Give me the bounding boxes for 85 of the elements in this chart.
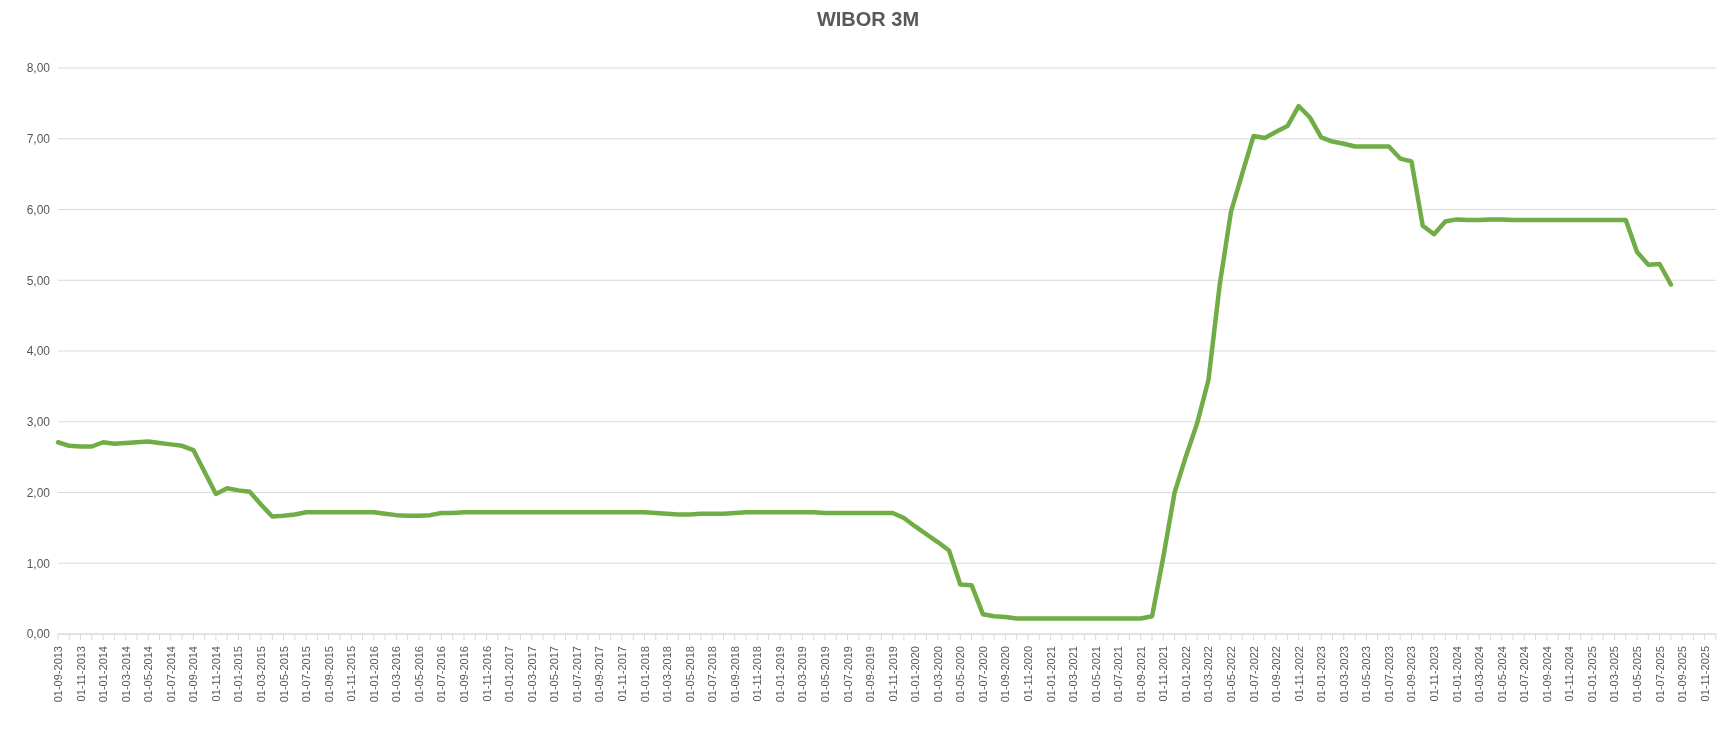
x-tick-label: 01-09-2014 bbox=[187, 646, 200, 703]
x-tick-label: 01-07-2020 bbox=[976, 646, 989, 703]
x-tick-label: 01-09-2020 bbox=[999, 646, 1012, 703]
x-tick-label: 01-05-2024 bbox=[1495, 646, 1508, 703]
x-tick-label: 01-07-2022 bbox=[1247, 646, 1260, 703]
y-tick-label: 0,00 bbox=[26, 627, 51, 642]
x-tick-label: 01-07-2025 bbox=[1653, 646, 1666, 703]
x-tick-label: 01-11-2013 bbox=[74, 646, 87, 702]
x-tick-label: 01-03-2020 bbox=[931, 646, 944, 703]
x-tick-label: 01-01-2021 bbox=[1044, 646, 1057, 703]
x-tick-label: 01-01-2014 bbox=[97, 646, 110, 703]
x-tick-label: 01-11-2014 bbox=[209, 646, 222, 702]
x-tick-label: 01-05-2017 bbox=[548, 646, 561, 703]
x-tick-label: 01-11-2015 bbox=[345, 646, 358, 702]
x-tick-label: 01-11-2019 bbox=[886, 646, 899, 702]
x-tick-label: 01-11-2024 bbox=[1563, 646, 1576, 702]
x-tick-label: 01-05-2025 bbox=[1631, 646, 1644, 703]
x-tick-label: 01-03-2014 bbox=[119, 646, 132, 703]
x-tick-label: 01-01-2019 bbox=[773, 646, 786, 703]
x-tick-label: 01-07-2023 bbox=[1382, 646, 1395, 703]
x-tick-label: 01-07-2015 bbox=[300, 646, 313, 703]
x-tick-label: 01-09-2017 bbox=[593, 646, 606, 703]
x-tick-label: 01-03-2015 bbox=[255, 646, 268, 703]
x-tick-label: 01-03-2018 bbox=[661, 646, 674, 703]
y-tick-label: 8,00 bbox=[26, 61, 51, 76]
x-tick-label: 01-11-2025 bbox=[1698, 646, 1711, 702]
x-tick-label: 01-07-2024 bbox=[1518, 646, 1531, 703]
x-tick-label: 01-01-2023 bbox=[1315, 646, 1328, 703]
x-tick-label: 01-03-2025 bbox=[1608, 646, 1621, 703]
x-tick-label: 01-03-2021 bbox=[1067, 646, 1080, 703]
x-tick-label: 01-01-2025 bbox=[1585, 646, 1598, 703]
y-tick-label: 6,00 bbox=[26, 202, 51, 217]
x-tick-label: 01-11-2020 bbox=[1021, 646, 1034, 702]
x-tick-label: 01-05-2014 bbox=[142, 646, 155, 703]
x-tick-label: 01-09-2024 bbox=[1540, 646, 1553, 703]
x-tick-label: 01-11-2018 bbox=[751, 646, 764, 702]
x-tick-label: 01-11-2017 bbox=[615, 646, 628, 702]
x-tick-label: 01-07-2016 bbox=[435, 646, 448, 703]
x-tick-label: 01-09-2021 bbox=[1134, 646, 1147, 703]
x-tick-label: 01-01-2020 bbox=[909, 646, 922, 703]
y-tick-label: 2,00 bbox=[26, 485, 51, 500]
x-tick-label: 01-03-2024 bbox=[1473, 646, 1486, 703]
x-tick-label: 01-09-2015 bbox=[322, 646, 335, 703]
x-tick-label: 01-05-2021 bbox=[1089, 646, 1102, 703]
x-tick-label: 01-05-2018 bbox=[683, 646, 696, 703]
y-tick-label: 4,00 bbox=[26, 344, 51, 359]
chart-title: WIBOR 3M bbox=[815, 8, 921, 32]
line-series bbox=[55, 103, 1674, 621]
x-tick-label: 01-01-2018 bbox=[638, 646, 651, 703]
x-tick-label: 01-07-2018 bbox=[706, 646, 719, 703]
x-tick-label: 01-03-2023 bbox=[1337, 646, 1350, 703]
x-tick-label: 01-01-2022 bbox=[1179, 646, 1192, 703]
x-tick-label: 01-11-2023 bbox=[1428, 646, 1441, 702]
x-tick-label: 01-03-2019 bbox=[796, 646, 809, 703]
x-tick-label: 01-09-2023 bbox=[1405, 646, 1418, 703]
x-tick-label: 01-07-2021 bbox=[1112, 646, 1125, 703]
x-tick-label: 01-07-2019 bbox=[841, 646, 854, 703]
x-tick-label: 01-11-2022 bbox=[1292, 646, 1305, 702]
x-tick-label: 01-07-2014 bbox=[164, 646, 177, 703]
x-tick-label: 01-03-2017 bbox=[525, 646, 538, 703]
x-tick-label: 01-05-2022 bbox=[1225, 646, 1238, 703]
x-tick-label: 01-09-2018 bbox=[728, 646, 741, 703]
y-tick-label: 5,00 bbox=[26, 273, 51, 288]
y-tick-label: 1,00 bbox=[26, 556, 51, 571]
x-tick-label: 01-05-2016 bbox=[412, 646, 425, 703]
x-tick-label: 01-01-2015 bbox=[232, 646, 245, 703]
y-tick-label: 3,00 bbox=[26, 415, 51, 430]
x-tick-label: 01-03-2022 bbox=[1202, 646, 1215, 703]
x-tick-label: 01-09-2022 bbox=[1270, 646, 1283, 703]
x-tick-label: 01-03-2016 bbox=[390, 646, 403, 703]
x-tick-label: 01-11-2016 bbox=[480, 646, 493, 702]
x-tick-label: 01-05-2020 bbox=[954, 646, 967, 703]
x-tick-label: 01-01-2017 bbox=[503, 646, 516, 703]
x-tick-label: 01-05-2023 bbox=[1360, 646, 1373, 703]
x-tick-label: 01-01-2024 bbox=[1450, 646, 1463, 703]
x-tick-label: 01-09-2019 bbox=[864, 646, 877, 703]
x-tick-label: 01-09-2013 bbox=[52, 646, 64, 703]
x-tick-label: 01-09-2016 bbox=[458, 646, 471, 703]
x-tick-label: 01-01-2016 bbox=[367, 646, 380, 703]
x-tick-label: 01-09-2025 bbox=[1676, 646, 1689, 703]
x-tick-label: 01-05-2015 bbox=[277, 646, 290, 703]
x-tick-label: 01-05-2019 bbox=[818, 646, 831, 703]
x-tick-label: 01-11-2021 bbox=[1157, 646, 1170, 702]
x-tick-label: 01-07-2017 bbox=[570, 646, 583, 703]
y-tick-label: 7,00 bbox=[26, 132, 51, 147]
